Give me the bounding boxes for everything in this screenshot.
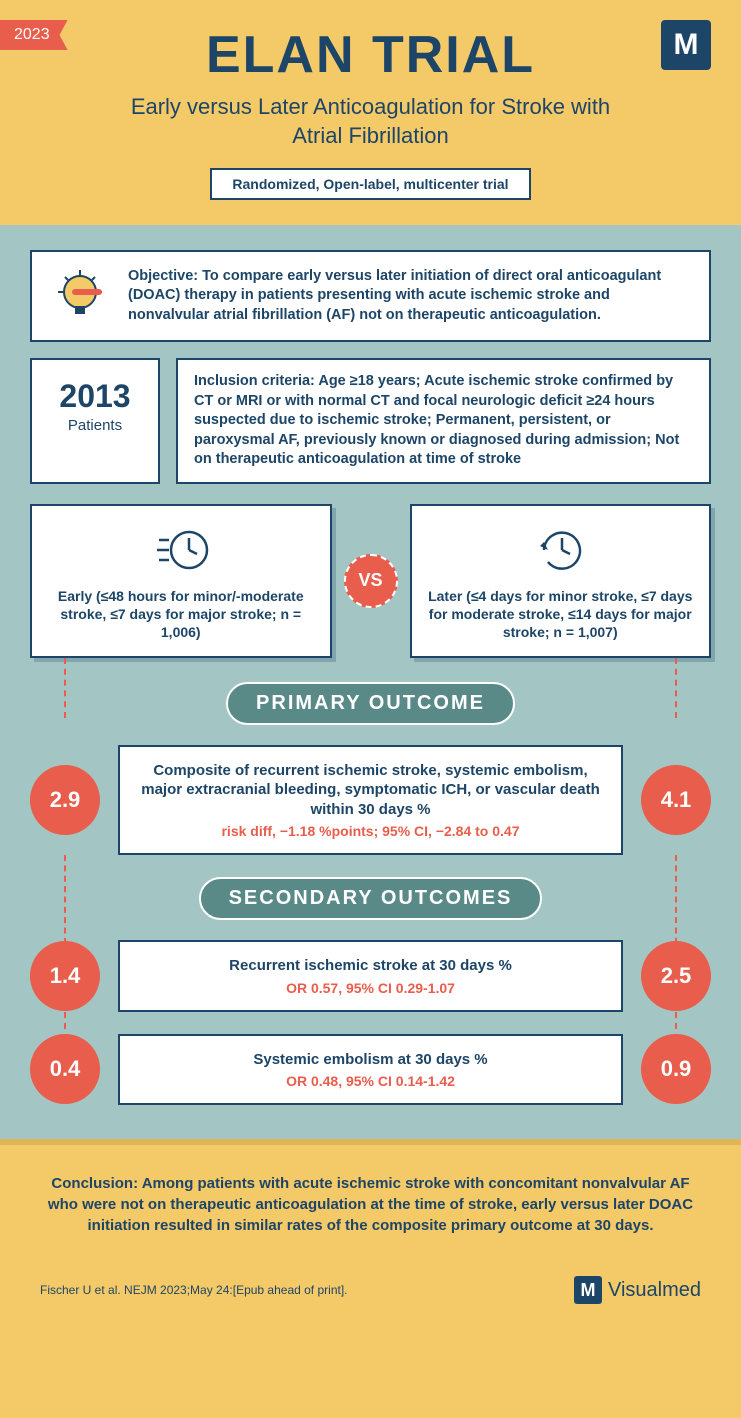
later-arm-text: Later (≤4 days for minor stroke, ≤7 days… <box>426 587 696 642</box>
secondary-row-0: 1.4 Recurrent ischemic stroke at 30 days… <box>30 940 711 1012</box>
primary-outcome-label: PRIMARY OUTCOME <box>226 682 515 725</box>
primary-outcome-row: 2.9 Composite of recurrent ischemic stro… <box>30 745 711 856</box>
patients-label: Patients <box>46 417 144 434</box>
trial-title: ELAN TRIAL <box>30 25 711 85</box>
secondary-1-left-value: 0.4 <box>30 1034 100 1104</box>
criteria-text: Inclusion criteria: Age ≥18 years; Acute… <box>194 372 693 470</box>
trial-type-badge: Randomized, Open-label, multicenter tria… <box>210 168 530 200</box>
primary-outcome-box: Composite of recurrent ischemic stroke, … <box>118 745 623 856</box>
primary-left-value: 2.9 <box>30 765 100 835</box>
header: 2023 M ELAN TRIAL Early versus Later Ant… <box>0 0 741 225</box>
secondary-1-right-value: 0.9 <box>641 1034 711 1104</box>
year-ribbon: 2023 <box>0 20 68 50</box>
objective-box: Objective: To compare early versus later… <box>30 250 711 342</box>
citation-text: Fischer U et al. NEJM 2023;May 24:[Epub … <box>40 1283 348 1297</box>
primary-outcome-stat: risk diff, −1.18 %points; 95% CI, −2.84 … <box>138 823 603 839</box>
secondary-0-left-value: 1.4 <box>30 941 100 1011</box>
conclusion-text: Conclusion: Among patients with acute is… <box>40 1173 701 1236</box>
secondary-0-title: Recurrent ischemic stroke at 30 days % <box>138 956 603 976</box>
objective-text: Objective: To compare early versus later… <box>128 267 691 326</box>
vs-badge: VS <box>344 554 398 608</box>
logo-icon: M <box>661 20 711 70</box>
body: Objective: To compare early versus later… <box>0 225 741 1139</box>
secondary-row-1: 0.4 Systemic embolism at 30 days % OR 0.… <box>30 1034 711 1106</box>
primary-outcome-title: Composite of recurrent ischemic stroke, … <box>138 761 603 820</box>
clock-history-icon <box>530 522 590 572</box>
patients-number: 2013 <box>46 378 144 415</box>
secondary-0-box: Recurrent ischemic stroke at 30 days % O… <box>118 940 623 1012</box>
patients-row: 2013 Patients Inclusion criteria: Age ≥1… <box>30 358 711 484</box>
secondary-outcomes-label: SECONDARY OUTCOMES <box>199 877 543 920</box>
arms-row: Early (≤48 hours for minor/-moderate str… <box>30 504 711 658</box>
secondary-1-title: Systemic embolism at 30 days % <box>138 1050 603 1070</box>
stopwatch-icon <box>151 522 211 572</box>
footer-row: Fischer U et al. NEJM 2023;May 24:[Epub … <box>40 1276 701 1304</box>
footer: Conclusion: Among patients with acute is… <box>0 1139 741 1324</box>
early-arm-text: Early (≤48 hours for minor/-moderate str… <box>46 587 316 642</box>
later-arm-box: Later (≤4 days for minor stroke, ≤7 days… <box>410 504 712 658</box>
footer-logo-icon: M <box>574 1276 602 1304</box>
secondary-0-stat: OR 0.57, 95% CI 0.29-1.07 <box>138 980 603 996</box>
secondary-1-stat: OR 0.48, 95% CI 0.14-1.42 <box>138 1073 603 1089</box>
secondary-1-box: Systemic embolism at 30 days % OR 0.48, … <box>118 1034 623 1106</box>
secondary-0-right-value: 2.5 <box>641 941 711 1011</box>
footer-logo: M Visualmed <box>574 1276 701 1304</box>
patients-count-box: 2013 Patients <box>30 358 160 484</box>
footer-brand-text: Visualmed <box>608 1279 701 1302</box>
inclusion-criteria-box: Inclusion criteria: Age ≥18 years; Acute… <box>176 358 711 484</box>
lightbulb-icon <box>50 266 110 326</box>
primary-right-value: 4.1 <box>641 765 711 835</box>
early-arm-box: Early (≤48 hours for minor/-moderate str… <box>30 504 332 658</box>
trial-subtitle: Early versus Later Anticoagulation for S… <box>121 93 621 150</box>
